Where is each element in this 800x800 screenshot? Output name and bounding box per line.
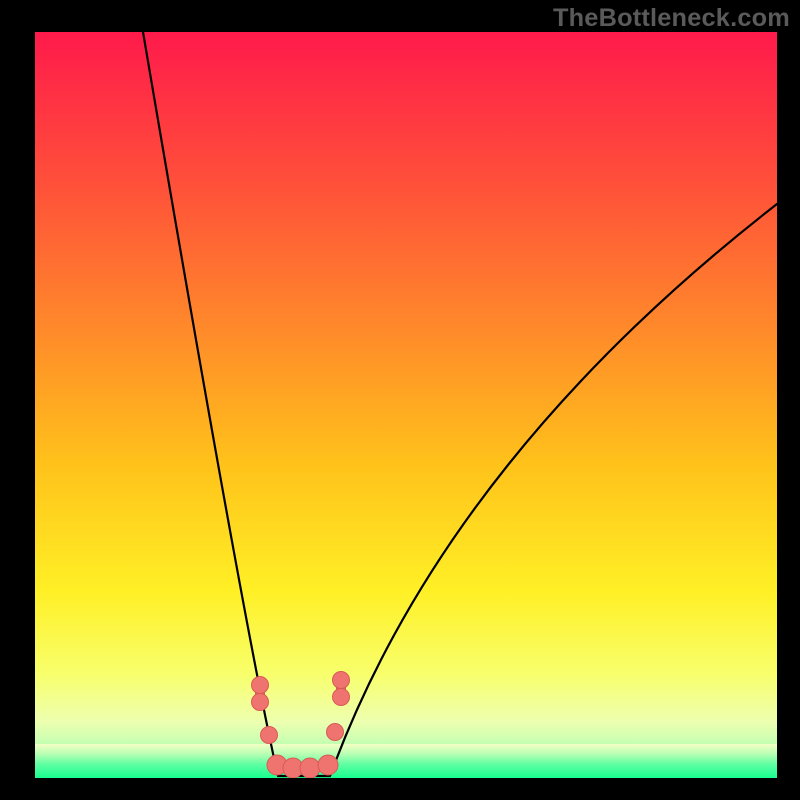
dumbbell-top [333,672,350,689]
edge-marker [327,724,344,741]
watermark-text: TheBottleneck.com [553,4,790,33]
dumbbell-top [252,677,269,694]
bottleneck-curve [143,32,777,776]
edge-marker [261,727,278,744]
chart-stage: TheBottleneck.com [0,0,800,800]
dumbbell-bot [252,694,269,711]
floor-marker [300,758,320,778]
curve-layer [35,32,777,778]
floor-marker [318,755,338,775]
dumbbell-bot [333,689,350,706]
